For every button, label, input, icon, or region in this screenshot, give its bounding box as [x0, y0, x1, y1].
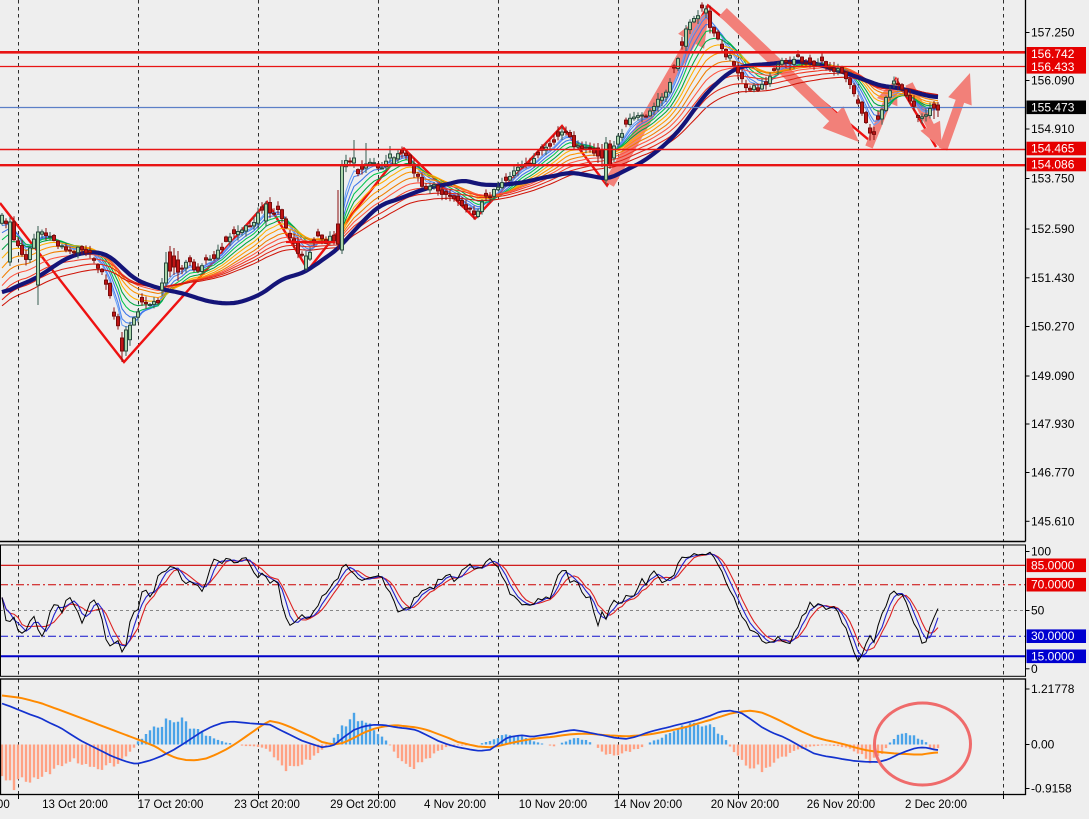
svg-text:17 Oct 20:00: 17 Oct 20:00: [138, 799, 204, 811]
svg-text:149.090: 149.090: [1031, 369, 1075, 383]
svg-text:155.473: 155.473: [1031, 100, 1075, 114]
svg-text:156.742: 156.742: [1031, 47, 1075, 61]
svg-text:157.250: 157.250: [1031, 26, 1075, 40]
svg-text:7 Oct 20:00: 7 Oct 20:00: [0, 799, 10, 811]
svg-text:85.0000: 85.0000: [1031, 558, 1075, 572]
svg-text:151.430: 151.430: [1031, 271, 1075, 285]
svg-text:20 Nov 20:00: 20 Nov 20:00: [711, 799, 779, 811]
svg-text:147.930: 147.930: [1031, 417, 1075, 431]
svg-text:4 Nov 20:00: 4 Nov 20:00: [424, 799, 486, 811]
svg-text:100: 100: [1031, 545, 1051, 559]
svg-text:26 Nov 20:00: 26 Nov 20:00: [807, 799, 875, 811]
svg-text:23 Oct 20:00: 23 Oct 20:00: [234, 799, 300, 811]
svg-text:156.433: 156.433: [1031, 60, 1075, 74]
svg-text:145.610: 145.610: [1031, 514, 1075, 528]
svg-text:15.0000: 15.0000: [1031, 649, 1075, 663]
svg-text:0.00: 0.00: [1031, 738, 1055, 752]
svg-text:153.750: 153.750: [1031, 172, 1075, 186]
svg-text:14 Nov 20:00: 14 Nov 20:00: [614, 799, 682, 811]
svg-text:30.0000: 30.0000: [1031, 629, 1075, 643]
svg-text:-0.9158: -0.9158: [1031, 782, 1072, 796]
svg-text:29 Oct 20:00: 29 Oct 20:00: [330, 799, 396, 811]
svg-text:156.090: 156.090: [1031, 74, 1075, 88]
svg-text:2 Dec 20:00: 2 Dec 20:00: [905, 799, 967, 811]
svg-text:154.910: 154.910: [1031, 122, 1075, 136]
svg-text:50: 50: [1031, 604, 1045, 618]
svg-text:154.465: 154.465: [1031, 142, 1075, 156]
svg-text:0: 0: [1031, 662, 1038, 676]
svg-text:13 Oct 20:00: 13 Oct 20:00: [42, 799, 108, 811]
svg-text:10 Nov 20:00: 10 Nov 20:00: [519, 799, 587, 811]
svg-text:150.270: 150.270: [1031, 320, 1075, 334]
svg-text:1.21778: 1.21778: [1031, 682, 1075, 696]
svg-text:154.086: 154.086: [1031, 158, 1075, 172]
svg-text:152.590: 152.590: [1031, 222, 1075, 236]
svg-text:70.0000: 70.0000: [1031, 578, 1075, 592]
svg-text:146.770: 146.770: [1031, 466, 1075, 480]
